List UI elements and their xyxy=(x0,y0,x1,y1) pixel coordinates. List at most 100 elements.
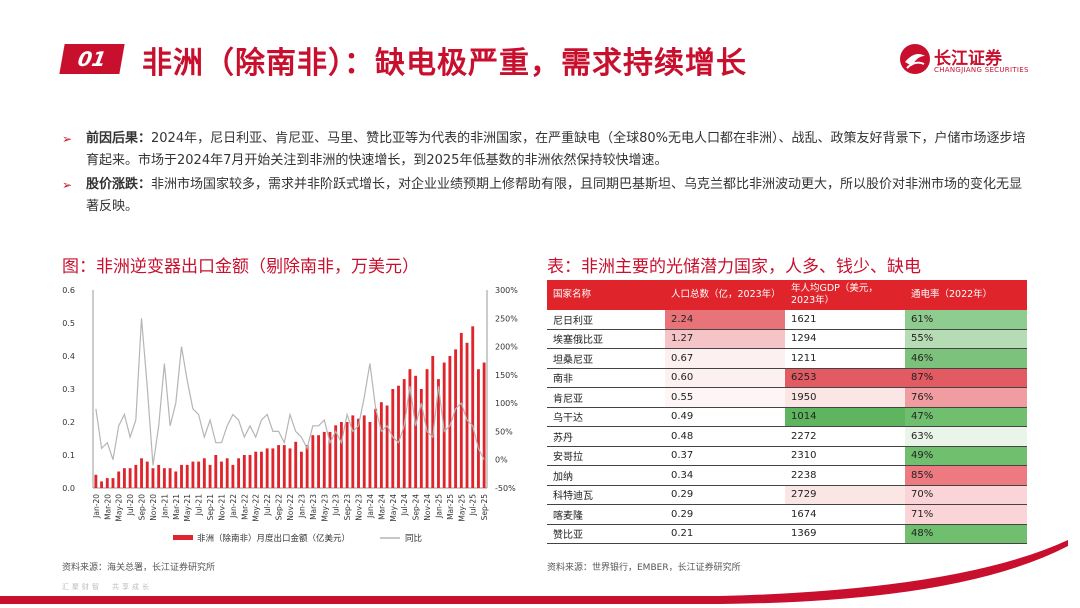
x-tick-label: Mar-21 xyxy=(172,494,181,520)
y-tick-label: 0.3 xyxy=(62,385,75,394)
country-name-cell: 尼日利亚 xyxy=(547,310,665,330)
table-cell: 49% xyxy=(905,446,1027,466)
table-cell: 2.24 xyxy=(665,310,785,330)
bar-May-24 xyxy=(391,389,395,488)
table-row: 埃塞俄比亚 1.27 1294 55% xyxy=(547,329,1027,349)
bar-Sep-21 xyxy=(208,464,212,488)
bar-Jan-22 xyxy=(231,464,235,488)
table-cell: 70% xyxy=(905,485,1027,505)
bar-Feb-20 xyxy=(100,481,103,488)
x-tick-label: Nov-24 xyxy=(423,494,432,521)
x-tick-label: Mar-25 xyxy=(446,494,455,520)
bar-Mar-21 xyxy=(174,471,178,488)
bar-Mar-23 xyxy=(311,435,315,488)
x-tick-label: May-25 xyxy=(457,494,466,522)
table-row: 坦桑尼亚 0.67 1211 46% xyxy=(547,348,1027,369)
company-logo: 长江证券 CHANGJIANG SECURITIES xyxy=(898,42,1028,82)
table-row: 尼日利亚 2.24 1621 61% xyxy=(547,310,1027,330)
logo-text-cn: 长江证券 xyxy=(934,49,1002,69)
x-tick-label: Jul-25 xyxy=(469,494,478,517)
bar-Dec-20 xyxy=(157,464,161,488)
bar-Aug-23 xyxy=(339,422,343,488)
logo-mark-icon xyxy=(900,44,930,74)
bar-Apr-23 xyxy=(317,435,320,488)
x-tick-label: Sep-20 xyxy=(138,494,147,521)
table-cell: 2310 xyxy=(785,446,905,466)
table-cell: 76% xyxy=(905,387,1027,408)
bar-Jul-23 xyxy=(334,425,338,488)
bar-Apr-22 xyxy=(248,455,252,488)
table-cell: 2272 xyxy=(785,426,905,447)
y-tick-label: 0.1 xyxy=(62,451,75,460)
country-name-cell: 坦桑尼亚 xyxy=(547,348,665,369)
bar-Jul-20 xyxy=(128,468,132,488)
table-cell: 1369 xyxy=(785,524,905,544)
bar-Oct-21 xyxy=(214,455,218,488)
bar-Dec-22 xyxy=(294,441,298,488)
table-cell: 1674 xyxy=(785,504,905,525)
bar-Jul-22 xyxy=(265,448,269,488)
table-row: 科特迪瓦 0.29 2729 70% xyxy=(547,485,1027,505)
x-tick-label: Sep-21 xyxy=(206,494,215,521)
bullet-arrow-icon: ➢ xyxy=(62,178,73,192)
export-chart: 0.0 0.1 0.2 0.3 0.4 0.5 0.6 -50% 0% 50% 100% 150% 20… xyxy=(55,280,535,550)
bar-Nov-22 xyxy=(288,448,292,488)
table-cell: 2238 xyxy=(785,465,905,486)
bar-Apr-25 xyxy=(454,349,458,488)
x-tick-label: Nov-21 xyxy=(217,494,226,521)
table-row: 肯尼亚 0.55 1950 76% xyxy=(547,387,1027,408)
x-tick-label: May-22 xyxy=(252,494,261,522)
x-tick-label: Jul-20 xyxy=(126,494,135,517)
bar-Apr-21 xyxy=(180,464,183,488)
bar-Nov-21 xyxy=(220,461,223,488)
bar-Jan-24 xyxy=(368,422,372,488)
table-cell: 61% xyxy=(905,310,1027,330)
y2-tick-label: 100% xyxy=(495,399,518,408)
x-tick-label: Jul-21 xyxy=(195,494,204,517)
y-tick-label: 0.4 xyxy=(62,352,75,361)
country-name-cell: 加纳 xyxy=(547,465,665,486)
table-cell: 0.29 xyxy=(665,504,785,525)
y2-tick-label: -50% xyxy=(495,484,516,493)
y-tick-label: 0.5 xyxy=(62,319,75,328)
bullet-item: ➢ 前因后果：2024年，尼日利亚、肯尼亚、马里、赞比亚等为代表的非洲国家，在严… xyxy=(62,128,1032,172)
x-tick-label: Jan-24 xyxy=(366,494,375,519)
bullet-heading: 前因后果： xyxy=(86,131,152,146)
bar-Jun-23 xyxy=(328,431,332,488)
table-cell: 0.55 xyxy=(665,387,785,408)
country-name-cell: 安哥拉 xyxy=(547,446,665,466)
country-name-cell: 苏丹 xyxy=(547,426,665,447)
country-name-cell: 埃塞俄比亚 xyxy=(547,329,665,349)
legend-bar-label: 非洲（除南非）月度出口金额（亿美元） xyxy=(197,533,350,544)
page-title: 非洲（除南非）：缺电极严重，需求持续增长 xyxy=(142,46,747,81)
x-tick-label: Mar-22 xyxy=(240,494,249,520)
table-cell: 1621 xyxy=(785,310,905,330)
table-cell: 63% xyxy=(905,426,1027,447)
legend-line-label: 同比 xyxy=(405,533,422,544)
table-cell: 87% xyxy=(905,368,1027,388)
table-title: 表：非洲主要的光储潜力国家，人多、钱少、缺电 xyxy=(547,257,921,277)
bar-Dec-21 xyxy=(225,458,229,488)
bar-Oct-20 xyxy=(145,461,149,488)
table-row: 安哥拉 0.37 2310 49% xyxy=(547,446,1027,466)
bar-Dec-23 xyxy=(362,415,366,488)
bar-Jul-25 xyxy=(471,326,475,488)
table-cell: 0.37 xyxy=(665,446,785,466)
bar-Jan-23 xyxy=(299,451,303,488)
bar-Jun-25 xyxy=(465,342,469,488)
table-header-cell: 人口总数（亿，2023年） xyxy=(665,280,785,310)
x-tick-label: May-20 xyxy=(115,494,124,522)
bar-Jul-24 xyxy=(402,379,406,488)
country-name-cell: 赞比亚 xyxy=(547,524,665,544)
table-header-cell: 通电率（2022年） xyxy=(905,280,1027,310)
bar-Oct-23 xyxy=(351,415,355,488)
y2-tick-label: 150% xyxy=(495,371,518,380)
bar-Aug-21 xyxy=(202,458,206,488)
bar-Aug-20 xyxy=(134,464,138,488)
table-cell: 0.29 xyxy=(665,485,785,505)
bar-Feb-24 xyxy=(374,408,378,488)
table-cell: 2729 xyxy=(785,485,905,505)
x-tick-label: Jan-23 xyxy=(297,494,306,519)
yoy-line xyxy=(95,318,485,466)
x-tick-label: Jan-25 xyxy=(434,494,443,519)
